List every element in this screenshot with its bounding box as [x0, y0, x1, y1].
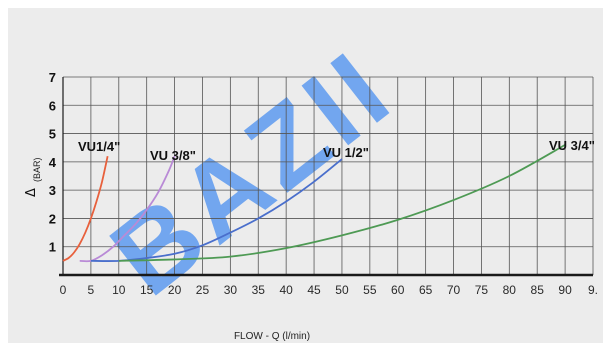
y-tick-labels: 1 2 3 4 5 6 7: [49, 70, 57, 255]
x-tick-label: 0: [60, 283, 67, 297]
series-line-3: [118, 144, 566, 262]
y-tick-label: 6: [49, 98, 56, 113]
x-tick-label: 55: [363, 283, 377, 297]
y-tick-label: 5: [49, 127, 56, 142]
x-tick-label: 60: [391, 283, 405, 297]
x-tick-label: 15: [140, 283, 154, 297]
chart-panel: [8, 8, 603, 343]
series-label-1: VU 3/8": [150, 148, 196, 163]
series-labels: VU1/4" VU 3/8" VU 1/2" VU 3/4": [78, 138, 595, 163]
x-tick-label: 45: [307, 283, 321, 297]
series-line-0: [62, 156, 109, 262]
y-tick-label: 7: [49, 70, 56, 85]
y-axis-symbol: Δ: [24, 188, 39, 197]
x-tick-label: 65: [419, 283, 433, 297]
x-tick-label: 25: [196, 283, 210, 297]
x-tick-label: 20: [168, 283, 182, 297]
y-tick-label: 3: [49, 183, 56, 198]
y-tick-label: 4: [49, 155, 57, 170]
x-tick-label: 90: [558, 283, 572, 297]
x-tick-label: 80: [503, 283, 517, 297]
x-axis-label: FLOW - Q (l/min): [234, 331, 310, 342]
series-label-3: VU 3/4": [549, 138, 595, 153]
x-tick-label: 10: [112, 283, 126, 297]
x-tick-label: 5: [88, 283, 95, 297]
x-tick-labels: 0 5 10 15 20 25 30 35 40 45 50 55 60 65 70 75 80 85 90 9.: [60, 283, 598, 297]
series-line-1: [79, 155, 176, 263]
y-tick-label: 1: [49, 240, 56, 255]
x-tick-label: 75: [475, 283, 489, 297]
grid: [59, 76, 594, 277]
series-label-0: VU1/4": [78, 139, 120, 154]
x-tick-label: 9.: [588, 283, 598, 297]
x-tick-label: 35: [252, 283, 266, 297]
curves: [62, 144, 566, 263]
x-tick-label: 40: [279, 283, 293, 297]
y-tick-label: 2: [49, 211, 56, 226]
x-tick-label: 70: [447, 283, 461, 297]
y-axis-unit: (BAR): [32, 157, 42, 182]
x-tick-label: 30: [224, 283, 238, 297]
series-label-2: VU 1/2": [323, 145, 369, 160]
x-tick-label: 50: [335, 283, 349, 297]
x-tick-label: 85: [531, 283, 545, 297]
